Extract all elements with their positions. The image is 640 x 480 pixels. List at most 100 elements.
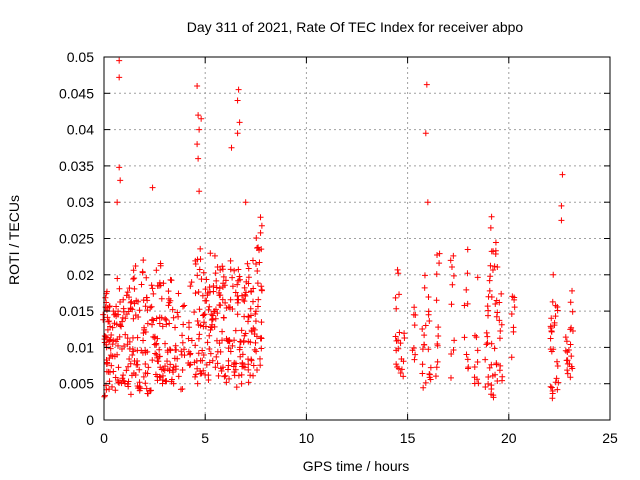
data-point <box>247 372 254 379</box>
data-point <box>168 376 175 383</box>
data-point <box>252 308 259 315</box>
data-point <box>257 362 264 369</box>
data-point <box>142 369 149 376</box>
data-point <box>562 347 569 354</box>
data-point <box>126 285 133 292</box>
data-point <box>194 317 201 324</box>
data-point <box>236 119 243 126</box>
data-point <box>425 311 432 318</box>
data-point <box>235 372 242 379</box>
data-point <box>143 294 150 301</box>
data-point <box>548 315 555 322</box>
data-point <box>449 281 456 288</box>
data-point <box>101 392 108 399</box>
data-point <box>461 302 468 309</box>
data-point <box>450 252 457 259</box>
data-point <box>124 381 131 388</box>
data-point <box>448 264 455 271</box>
data-point <box>164 358 171 365</box>
data-point <box>175 290 182 297</box>
data-point <box>212 315 219 322</box>
data-point <box>200 352 207 359</box>
data-point <box>124 289 131 296</box>
data-point <box>245 318 252 325</box>
data-point <box>548 384 555 391</box>
data-point <box>241 284 248 291</box>
data-point <box>120 296 127 303</box>
data-point <box>433 364 440 371</box>
data-point <box>547 383 554 390</box>
data-point <box>143 385 150 392</box>
x-tick-label: 10 <box>299 430 315 446</box>
data-point <box>162 315 169 322</box>
y-tick-label: 0.015 <box>59 303 94 319</box>
data-point <box>396 329 403 336</box>
data-point <box>229 274 236 281</box>
data-point <box>116 74 123 81</box>
data-point <box>236 273 243 280</box>
data-point <box>186 362 193 369</box>
data-point <box>245 280 252 287</box>
data-point <box>107 336 114 343</box>
data-point <box>483 329 490 336</box>
data-point <box>258 287 265 294</box>
data-point <box>483 341 490 348</box>
data-point <box>425 294 432 301</box>
data-point <box>248 356 255 363</box>
data-point <box>411 322 418 329</box>
data-point <box>412 351 419 358</box>
data-point <box>130 315 137 322</box>
data-point <box>256 247 263 254</box>
data-point <box>130 267 137 274</box>
data-point <box>252 339 259 346</box>
data-point <box>148 303 155 310</box>
data-point <box>422 130 429 137</box>
data-point <box>101 333 108 340</box>
data-point <box>194 272 201 279</box>
data-point <box>201 319 208 326</box>
data-point <box>165 288 172 295</box>
data-point <box>214 360 221 367</box>
data-point <box>203 276 210 283</box>
data-point <box>164 366 171 373</box>
data-point <box>107 345 114 352</box>
data-point <box>167 361 174 368</box>
data-point <box>117 299 124 306</box>
data-point <box>247 288 254 295</box>
data-point <box>152 350 159 357</box>
data-point <box>234 130 241 137</box>
data-point <box>232 289 239 296</box>
data-point <box>158 314 165 321</box>
data-point <box>134 357 141 364</box>
data-point <box>568 353 575 360</box>
data-point <box>220 273 227 280</box>
data-point <box>421 272 428 279</box>
data-point <box>509 293 516 300</box>
data-point <box>122 331 129 338</box>
data-point <box>219 266 226 273</box>
data-point <box>257 214 264 221</box>
data-point <box>492 300 499 307</box>
data-point <box>448 301 455 308</box>
data-point <box>484 339 491 346</box>
data-point <box>108 362 115 369</box>
data-point <box>473 334 480 341</box>
data-point <box>474 347 481 354</box>
data-point <box>240 337 247 344</box>
data-point <box>109 383 116 390</box>
data-point <box>229 342 236 349</box>
data-point <box>134 361 141 368</box>
data-point <box>127 299 134 306</box>
data-point <box>222 299 229 306</box>
data-point <box>200 312 207 319</box>
data-point <box>207 326 214 333</box>
data-point <box>551 322 558 329</box>
data-point <box>474 376 481 383</box>
data-point <box>411 304 418 311</box>
data-point <box>111 320 118 327</box>
data-point <box>202 286 209 293</box>
data-point <box>450 347 457 354</box>
data-point <box>485 312 492 319</box>
data-point <box>234 311 241 318</box>
data-point <box>426 317 433 324</box>
